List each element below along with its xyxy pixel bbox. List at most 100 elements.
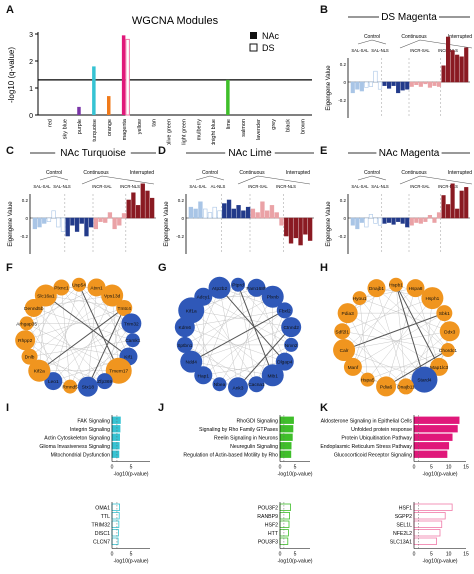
network-edge <box>69 340 133 387</box>
eigengene-bar <box>298 217 303 246</box>
x-tick-label: 0 <box>111 552 114 558</box>
network-edge <box>184 326 239 388</box>
network-edge <box>385 288 416 387</box>
legend-swatch-nac <box>250 32 257 39</box>
network-node <box>176 336 193 353</box>
group-label-continuous: Continuous <box>401 34 427 40</box>
network-node <box>28 359 51 382</box>
eigengene-bar <box>359 81 364 92</box>
chart-k-pathways: Aldosterone Signaling in Epithelial Cell… <box>320 415 469 478</box>
network-node-label: Pdia3 <box>342 311 355 317</box>
eigengene-bar <box>222 203 227 219</box>
network-node <box>101 284 124 307</box>
bracket <box>357 175 387 181</box>
network-node-label: Rmnd5 <box>62 385 78 391</box>
bracket <box>195 175 225 181</box>
x-tick-label: 10 <box>446 465 452 471</box>
y-tick-label: 0 <box>343 80 346 85</box>
network-node <box>333 339 356 362</box>
network-edge <box>359 298 368 380</box>
network-node <box>284 337 299 352</box>
x-tick-label: red <box>47 119 53 127</box>
network-node <box>63 379 78 394</box>
network-node <box>21 348 38 365</box>
x-tick-label: 15 <box>463 465 469 471</box>
subgroup-label: SAL-SAL <box>189 184 207 189</box>
group-label-control: Control <box>46 170 62 176</box>
x-tick-label: purple <box>77 119 83 134</box>
eigengene-bar <box>303 217 308 235</box>
eigengene-bar <box>459 56 464 83</box>
subgroup-label: INCR-NLS <box>438 184 458 189</box>
eigengene-bar <box>355 81 360 90</box>
y-tick-label: 0.2 <box>22 198 29 203</box>
panel-letter-h: H <box>320 262 328 274</box>
subgroup-label: SAL-SAL <box>33 184 51 189</box>
network-node <box>352 291 367 306</box>
eigengene-bar <box>84 217 89 237</box>
eigengene-bar <box>126 199 131 219</box>
x-tick-label: 5 <box>294 465 297 471</box>
network-edge <box>87 287 97 387</box>
network-node <box>436 305 453 322</box>
bar-label: Signaling by Rho Family GTPases <box>199 427 278 433</box>
eigengene-bar <box>145 190 150 219</box>
network-node <box>208 276 231 299</box>
y-tick-label: -0.2 <box>338 234 346 239</box>
eigengene-bar <box>135 205 141 219</box>
network-node <box>421 287 444 310</box>
bar-label: TTL <box>101 514 110 520</box>
eigengene-bar <box>74 217 80 232</box>
chart-title: NAc Turquoise <box>60 148 126 159</box>
eigengene-bar <box>250 208 256 219</box>
y-tick-label: 0.2 <box>340 62 347 67</box>
eigengene-bar <box>382 81 387 86</box>
y-tick-label: 1 <box>29 86 33 93</box>
eigengene-bar <box>364 81 369 88</box>
network-edge <box>69 295 113 387</box>
network-edge <box>219 287 239 388</box>
panel-letter-j: J <box>158 402 165 414</box>
eigengene-bar <box>414 217 419 223</box>
network-edge <box>33 307 133 341</box>
bar-label: OMA1 <box>95 506 110 512</box>
network-edge <box>237 284 292 346</box>
bar <box>279 450 292 458</box>
network-node <box>343 357 362 376</box>
eigengene-bar <box>427 81 432 88</box>
eigengene-bar <box>198 201 203 219</box>
group-label-continuous: Continuous <box>83 170 109 176</box>
eigengene-bar <box>245 206 251 219</box>
network-edge <box>376 288 449 351</box>
network-node-label: Camk1 <box>125 338 141 344</box>
network-edge <box>25 340 89 387</box>
network-edge <box>343 349 425 380</box>
x-axis-label: -log10(p-value) <box>278 559 313 565</box>
eigengene-bar <box>70 217 75 226</box>
network-node <box>212 377 227 392</box>
network-node-label: Plxnc1 <box>54 285 69 291</box>
eigengene-bar <box>441 195 446 219</box>
y-tick-label: 2 <box>29 59 33 66</box>
panel-letter-i: I <box>6 402 10 414</box>
network-node-label: Nbea <box>214 382 226 388</box>
eigengene-bar <box>131 192 136 219</box>
y-tick-label: -0.2 <box>176 234 184 239</box>
network-edge <box>45 295 89 387</box>
network-node-label: Hspa5 <box>361 378 375 384</box>
network-edge <box>203 310 285 376</box>
x-tick-label: lavender <box>256 119 262 140</box>
network-node <box>72 277 86 292</box>
x-axis-label: -log10(p-value) <box>114 559 149 565</box>
network-node-label: Atp2b2 <box>212 286 228 292</box>
bar <box>413 433 453 441</box>
bar <box>279 503 291 511</box>
eigengene-bar <box>236 205 241 219</box>
network-node <box>231 277 245 292</box>
eigengene-bar <box>427 215 432 219</box>
network-node <box>96 373 113 390</box>
eigengene-bar <box>409 217 414 226</box>
x-tick-label: 15 <box>463 552 469 558</box>
